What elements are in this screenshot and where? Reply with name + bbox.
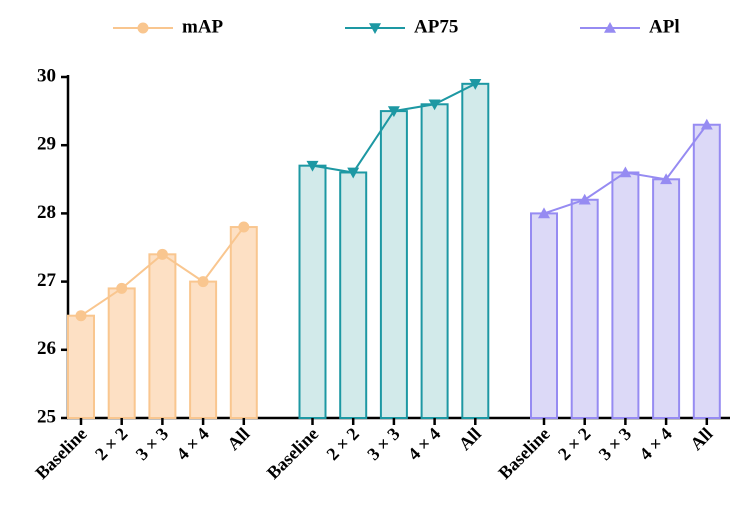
x-tick-label: 3 × 3 [363, 424, 403, 464]
x-tick-label: 4 × 4 [635, 424, 675, 464]
bar [339, 171, 368, 419]
legend-marker [137, 22, 149, 34]
legend-label: APl [649, 16, 680, 37]
bar [420, 103, 449, 419]
bar [379, 110, 408, 419]
bar [461, 82, 490, 419]
y-tick-label: 25 [37, 406, 56, 427]
x-tick-label: Baseline [263, 424, 322, 483]
y-tick-label: 28 [37, 202, 56, 223]
legend-marker [369, 23, 381, 34]
bar [189, 280, 218, 419]
bar [611, 171, 640, 419]
point [347, 167, 360, 179]
point [387, 106, 400, 118]
legend-label: mAP [182, 16, 224, 37]
legend-marker [604, 22, 616, 33]
y-tick-label: 29 [37, 134, 56, 155]
x-tick-label: 3 × 3 [595, 424, 635, 464]
x-tick-label: All [686, 424, 716, 454]
x-tick-label: 2 × 2 [554, 424, 594, 464]
point [75, 310, 87, 322]
bar [229, 226, 258, 419]
y-tick-label: 27 [37, 270, 57, 291]
x-tick-label: 4 × 4 [404, 424, 444, 464]
bar [570, 198, 599, 419]
x-tick-label: 2 × 2 [322, 424, 362, 464]
bar [107, 287, 136, 420]
point [238, 221, 250, 233]
point [700, 118, 713, 130]
point [156, 248, 168, 260]
y-tick-label: 26 [37, 338, 56, 359]
x-tick-label: All [223, 424, 253, 454]
x-tick-label: All [455, 424, 485, 454]
point [578, 193, 591, 205]
x-tick-label: Baseline [494, 424, 553, 483]
point [538, 207, 550, 219]
point [469, 79, 482, 90]
bar [298, 164, 327, 419]
point [619, 166, 632, 178]
point [660, 173, 673, 185]
x-tick-label: Baseline [31, 424, 90, 483]
legend-label: AP75 [414, 16, 458, 37]
x-tick-label: 2 × 2 [91, 424, 131, 464]
point [306, 160, 319, 172]
y-tick-label: 30 [37, 65, 56, 86]
point [197, 276, 209, 288]
point [116, 282, 128, 294]
bar [652, 178, 681, 419]
x-tick-label: 3 × 3 [132, 424, 172, 464]
bar [148, 253, 177, 419]
bar [692, 123, 721, 420]
point [428, 99, 441, 111]
x-tick-label: 4 × 4 [172, 424, 212, 464]
bar [530, 212, 558, 419]
bar [67, 314, 95, 420]
